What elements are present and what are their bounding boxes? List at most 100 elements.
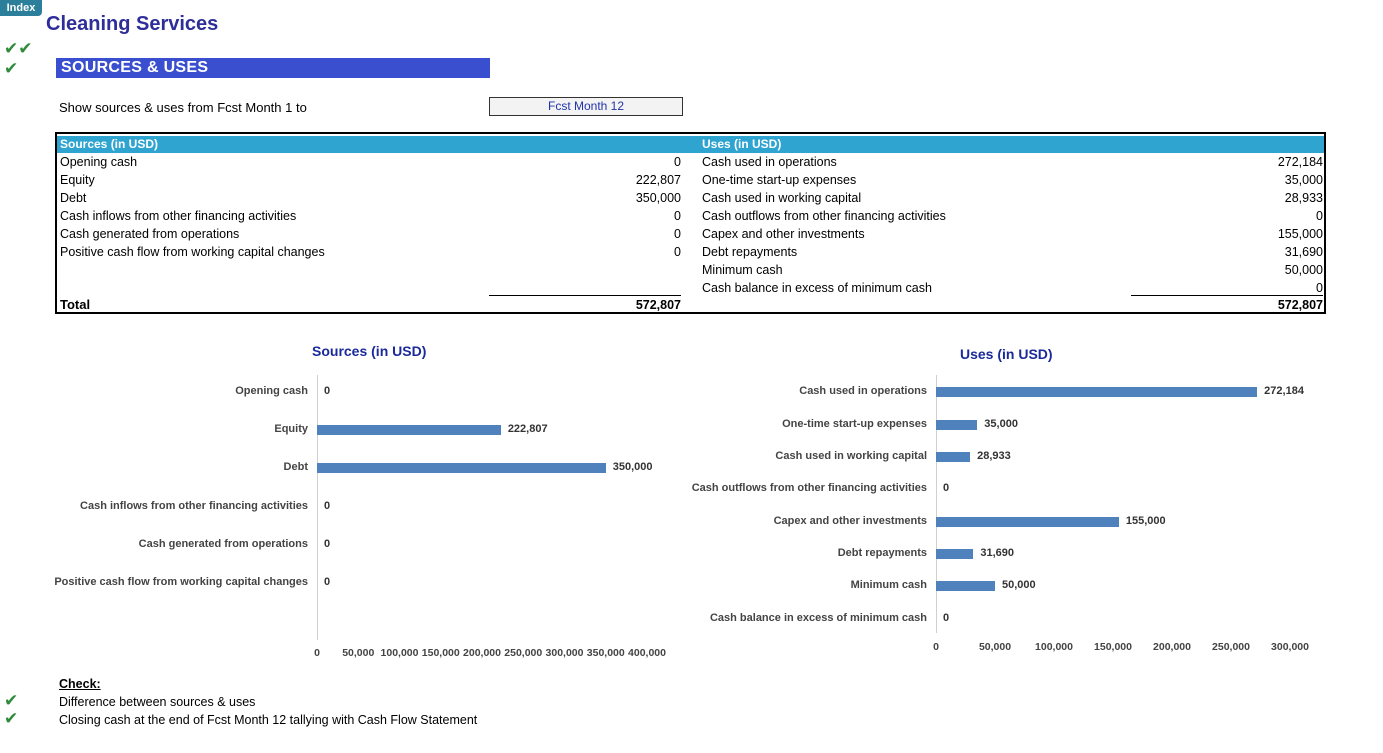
chart-bar (317, 463, 606, 473)
chart-data-label: 50,000 (1002, 579, 1036, 591)
chart-axis-line (936, 375, 937, 633)
chart-tick-label: 300,000 (545, 647, 584, 659)
index-tab[interactable]: Index (0, 0, 42, 16)
chart-category-label: Cash balance in excess of minimum cash (709, 612, 927, 624)
chart-tick-label: 200,000 (463, 647, 501, 659)
sources-row-value: 0 (674, 227, 681, 241)
uses-row-label: Cash outflows from other financing activ… (702, 209, 946, 223)
uses-row-value: 272,184 (1277, 155, 1323, 169)
uses-row-value: 0 (1316, 281, 1323, 295)
chart-category-label: Equity (274, 423, 308, 435)
chart-category-label: Cash used in working capital (775, 450, 927, 462)
check-icon: ✔ (4, 691, 19, 710)
chart-tick-label: 350,000 (586, 647, 625, 659)
uses-row-value: 28,933 (1284, 191, 1323, 205)
check-icon: ✔ (4, 709, 19, 728)
chart-data-label: 272,184 (1264, 385, 1304, 397)
filter-label: Show sources & uses from Fcst Month 1 to (59, 100, 307, 115)
uses-row-label: Cash used in operations (702, 155, 837, 169)
sources-row-label: Opening cash (60, 155, 138, 169)
double-check-icon: ✔✔ (4, 39, 33, 58)
chart-tick-label: 100,000 (1035, 641, 1073, 653)
check-icon: ✔ (4, 59, 19, 78)
sources-row-label: Debt (60, 191, 87, 205)
chart-data-label: 0 (943, 612, 950, 624)
uses-total-value: 572,807 (1277, 298, 1323, 312)
chart-category-label: Opening cash (235, 385, 308, 397)
chart-bar (936, 549, 974, 559)
sources-row-value: 0 (674, 209, 681, 223)
chart-tick-label: 100,000 (380, 647, 419, 659)
chart-category-label: Positive cash flow from working capital … (54, 576, 308, 588)
uses-row-value: 35,000 (1284, 173, 1323, 187)
section-header: SOURCES & USES (56, 58, 490, 78)
chart-bar (936, 517, 1119, 527)
chart-data-label: 31,690 (980, 547, 1015, 559)
chart-category-label: Capex and other investments (773, 515, 927, 527)
uses-row-value: 50,000 (1284, 263, 1323, 277)
month-select[interactable]: Fcst Month 12 (489, 97, 683, 116)
chart-axis-line (317, 375, 318, 640)
uses-header: Uses (in USD) (702, 137, 782, 151)
chart-data-label: 35,000 (984, 418, 1018, 430)
sources-total-value: 572,807 (635, 298, 681, 312)
sources-uses-table: Sources (in USD) Uses (in USD) Opening c… (55, 132, 1326, 314)
chart-category-label: Debt (283, 461, 308, 473)
uses-row-value: 31,690 (1284, 245, 1323, 259)
chart-tick-label: 200,000 (1153, 641, 1191, 653)
chart-category-label: Cash outflows from other financing activ… (691, 482, 927, 494)
uses-row-label: Cash used in working capital (702, 191, 862, 205)
sources-row-label: Cash generated from operations (60, 227, 240, 241)
sources-total-rule (489, 295, 681, 296)
chart-tick-label: 250,000 (504, 647, 543, 659)
chart-tick-label: 150,000 (1094, 641, 1132, 653)
chart-category-label: Cash used in operations (799, 385, 927, 397)
total-label: Total (60, 297, 91, 312)
chart-tick-label: 0 (314, 647, 320, 659)
chart-data-label: 0 (324, 385, 331, 397)
chart-tick-label: 0 (933, 641, 939, 653)
check-heading: Check: (59, 677, 101, 691)
chart-data-label: 0 (324, 576, 331, 588)
chart-tick-label: 250,000 (1212, 641, 1250, 653)
chart-bar (936, 387, 1258, 397)
chart-data-label: 155,000 (1125, 515, 1166, 527)
uses-row-label: Cash balance in excess of minimum cash (702, 281, 932, 295)
chart-category-label: Cash generated from operations (138, 538, 308, 550)
chart-bar (936, 581, 995, 591)
chart-bar (936, 420, 978, 430)
chart-bar (317, 425, 501, 435)
chart-category-label: Minimum cash (850, 579, 927, 591)
check-item-sources-uses: Difference between sources & uses (59, 695, 256, 709)
chart-category-label: Cash inflows from other financing activi… (80, 500, 308, 512)
uses-row-value: 0 (1316, 209, 1323, 223)
sources-row-value: 350,000 (635, 191, 681, 205)
uses-total-rule (1131, 295, 1323, 296)
chart-category-label: Debt repayments (837, 547, 927, 559)
chart-tick-label: 50,000 (342, 647, 375, 659)
uses-row-label: Capex and other investments (702, 227, 865, 241)
chart-category-label: One-time start-up expenses (782, 418, 927, 430)
uses-chart-title: Uses (in USD) (960, 346, 1053, 362)
chart-bar (936, 452, 971, 462)
sources-header: Sources (in USD) (60, 137, 159, 151)
chart-tick-label: 300,000 (1271, 641, 1309, 653)
sources-row-label: Equity (60, 173, 95, 187)
chart-tick-label: 150,000 (421, 647, 460, 659)
chart-data-label: 222,807 (507, 423, 548, 435)
chart-data-label: 0 (324, 538, 331, 550)
chart-data-label: 0 (324, 500, 331, 512)
uses-row-label: One-time start-up expenses (702, 173, 857, 187)
table-header-bar (57, 136, 1324, 153)
uses-row-label: Minimum cash (702, 263, 783, 277)
chart-data-label: 28,933 (977, 450, 1011, 462)
check-item-closing-cash: Closing cash at the end of Fcst Month 12… (59, 713, 478, 727)
sources-chart-title: Sources (in USD) (312, 343, 427, 359)
uses-row-label: Debt repayments (702, 245, 798, 259)
sources-row-label: Cash inflows from other financing activi… (60, 209, 297, 223)
sources-row-value: 222,807 (635, 173, 681, 187)
chart-tick-label: 50,000 (978, 641, 1012, 653)
chart-tick-label: 400,000 (628, 647, 666, 659)
page-title: Cleaning Services (46, 13, 219, 35)
chart-data-label: 350,000 (612, 461, 653, 473)
